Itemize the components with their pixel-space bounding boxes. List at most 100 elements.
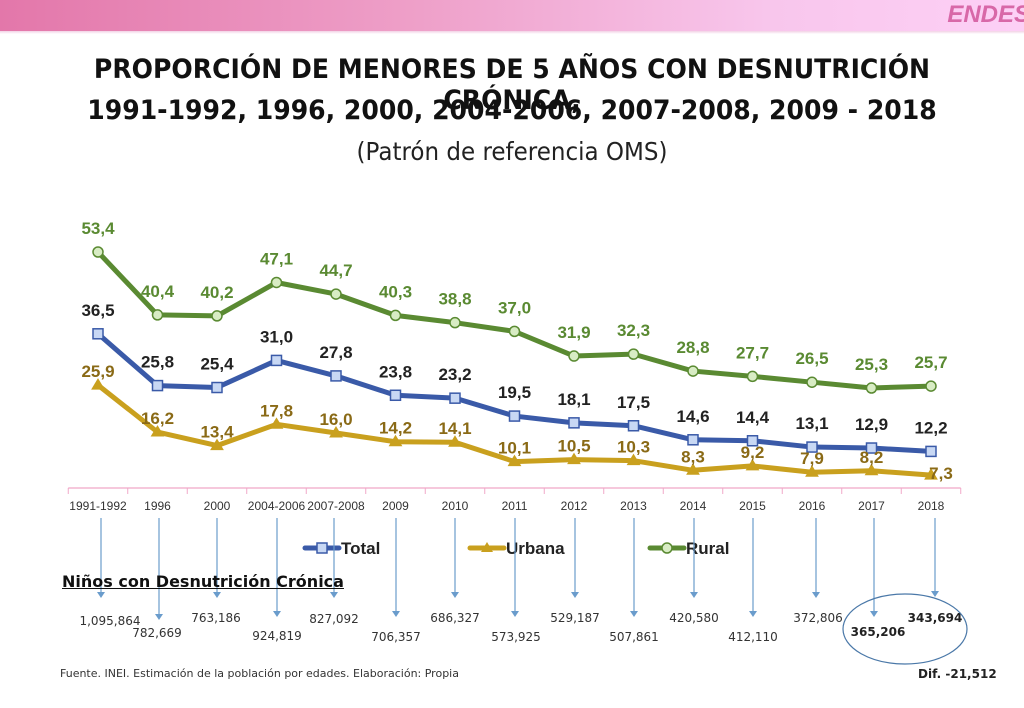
x-tick-label: 2015	[739, 499, 766, 513]
data-label-rural: 32,3	[617, 321, 650, 340]
data-label-urbana: 10,3	[617, 438, 650, 457]
arrow-down-icon	[931, 591, 939, 597]
data-label-urbana: 25,9	[81, 362, 114, 381]
data-label-urbana: 17,8	[260, 401, 293, 420]
data-point-total	[925, 445, 937, 458]
data-point-urbana	[745, 458, 760, 471]
arrow-down-icon	[330, 592, 338, 598]
data-point-total	[449, 392, 461, 404]
count-label: 507,861	[609, 630, 659, 644]
arrow-down-icon	[155, 614, 163, 620]
x-tick-label: 1991-1992	[69, 499, 127, 513]
arrow-down-icon	[97, 592, 105, 598]
count-label: 365,206	[851, 625, 906, 639]
data-point-total	[92, 328, 104, 340]
x-tick-label: 2007-2008	[307, 499, 365, 513]
data-label-urbana: 8,2	[860, 448, 884, 467]
data-label-total: 17,5	[617, 393, 650, 412]
legend: Total Urbana Rural	[302, 539, 729, 558]
data-point-urbana	[686, 463, 700, 475]
data-point-urbana	[626, 453, 641, 466]
data-point-urbana	[388, 434, 403, 447]
x-axis: 1991-1992 1996 2000 2004-2006 2007-2008 2009 2…	[67, 487, 962, 513]
data-point-urbana	[864, 463, 879, 476]
legend-marker-triangle-icon	[481, 542, 493, 552]
data-point-urbana	[448, 435, 462, 447]
header-bar-shadow	[0, 31, 1024, 34]
x-tick-label: 2016	[799, 499, 826, 513]
count-label: 372,806	[793, 611, 843, 625]
legend-marker-circle-icon	[661, 542, 673, 554]
data-point-rural	[806, 376, 818, 388]
data-point-rural	[92, 246, 104, 258]
data-point-rural	[270, 276, 283, 289]
data-label-rural: 38,8	[438, 290, 471, 309]
x-tick-label: 2014	[680, 499, 707, 513]
data-point-urbana	[805, 465, 819, 477]
data-label-total: 31,0	[260, 327, 293, 346]
arrow-down-icon	[630, 611, 638, 617]
data-label-total: 36,5	[81, 301, 114, 320]
data-label-urbana: 10,5	[557, 437, 590, 456]
data-label-total: 12,9	[855, 415, 888, 434]
data-label-total: 23,8	[379, 362, 412, 381]
count-label: 686,327	[430, 611, 480, 625]
difference-note: Dif. -21,512	[918, 667, 997, 681]
header-bar	[0, 0, 1024, 31]
data-label-rural: 40,2	[200, 283, 233, 302]
data-point-rural	[925, 380, 937, 392]
data-point-total	[865, 442, 878, 454]
data-label-urbana: 16,2	[141, 409, 174, 428]
data-point-total	[389, 389, 402, 402]
data-point-total	[687, 434, 699, 446]
data-point-rural	[389, 309, 402, 322]
data-label-total: 13,1	[795, 414, 828, 433]
data-point-rural	[151, 309, 164, 321]
chart-title-line1: PROPORCIÓN DE MENORES DE 5 AÑOS CON DESN…	[93, 54, 931, 116]
count-label: 529,187	[550, 611, 600, 625]
legend-label: Total	[341, 539, 380, 558]
count-arrows	[97, 518, 939, 620]
data-point-total	[151, 379, 164, 392]
count-label: 343,694	[908, 611, 963, 625]
legend-label: Rural	[686, 539, 729, 558]
data-label-total: 14,4	[736, 408, 770, 427]
data-point-total	[330, 370, 342, 382]
data-label-total: 14,6	[676, 407, 709, 426]
x-tick-label: 2009	[382, 499, 409, 513]
data-label-total: 27,8	[319, 343, 352, 362]
series-urbana: 25,9 16,2 13,4 17,8 16,0 14,2 14,1 10,1 10,5 10,3…	[81, 362, 952, 483]
highlight-ellipse	[842, 593, 968, 665]
arrow-down-icon	[749, 611, 757, 617]
data-label-rural: 26,5	[795, 349, 828, 368]
data-point-rural	[330, 288, 342, 300]
data-point-urbana	[210, 438, 224, 451]
arrow-down-icon	[273, 611, 281, 617]
data-point-urbana	[924, 468, 938, 480]
data-label-rural: 25,3	[855, 355, 888, 374]
data-point-total	[746, 435, 759, 447]
brand-logo-text: ENDES	[947, 1, 1024, 28]
data-label-urbana: 7,3	[929, 464, 953, 483]
data-point-total	[211, 381, 223, 394]
count-label: 420,580	[669, 611, 719, 625]
data-label-total: 18,1	[557, 390, 590, 409]
x-tick-label: 2011	[502, 499, 528, 513]
data-point-total	[806, 441, 818, 453]
chart-title-line2: 1991-1992, 1996, 2000, 2004-2006, 2007-2…	[87, 95, 937, 126]
data-point-rural	[508, 325, 521, 338]
data-point-urbana	[91, 378, 105, 390]
data-label-total: 25,8	[141, 353, 174, 372]
legend-item-urbana: Urbana	[467, 539, 565, 558]
count-label: 412,110	[728, 630, 778, 644]
legend-label: Urbana	[506, 539, 565, 558]
count-label: 782,669	[132, 626, 182, 640]
data-label-rural: 53,4	[81, 219, 115, 238]
data-label-total: 12,2	[914, 418, 947, 437]
data-point-urbana	[329, 426, 343, 438]
data-label-urbana: 16,0	[319, 410, 352, 429]
count-label: 763,186	[191, 611, 241, 625]
data-label-urbana: 10,1	[498, 439, 531, 458]
legend-item-total: Total	[302, 539, 380, 558]
